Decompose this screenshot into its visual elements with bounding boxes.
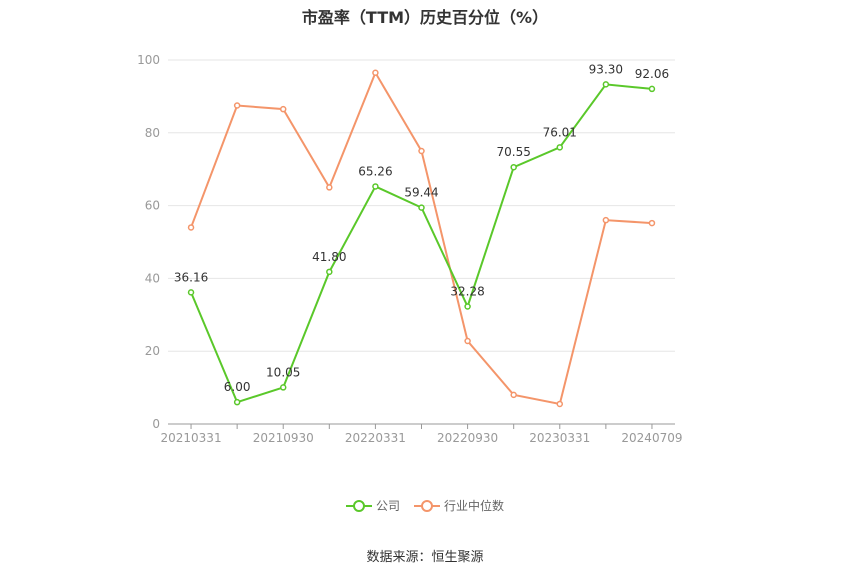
data-label: 36.16 [174,270,208,284]
data-point [372,183,379,190]
data-point [556,400,564,408]
series-line-0 [190,83,653,404]
data-point [510,391,517,399]
data-label: 65.26 [358,164,392,178]
data-point [233,398,241,406]
data-label: 6.00 [224,380,251,394]
data-label: 41.80 [312,250,346,264]
data-point [648,219,656,227]
legend-item-industry-median[interactable]: 行业中位数 [414,497,504,514]
data-label: 10.05 [266,365,300,379]
legend-line-marker-icon [345,499,372,512]
legend-label-company: 公司 [375,499,400,513]
data-label: 76.01 [543,125,577,139]
data-point [187,224,195,231]
data-point [510,163,517,171]
data-source: 数据来源：恒生聚源 [366,550,484,565]
data-point [602,81,610,88]
data-labels: 36.16 6.00 10.05 41.80 65.26 59.44 32.28 70.55 7… [174,62,669,394]
legend-item-company[interactable]: 公司 [345,497,400,514]
data-point [372,69,379,76]
data-point [326,268,333,276]
y-tick-label: 0 [152,417,160,431]
y-tick-label: 100 [137,53,160,67]
data-point [556,144,564,151]
data-label: 70.55 [497,145,531,159]
axes: 0 20 40 60 80 100 20210331 20210930 20220331 2022… [137,53,682,445]
legend: 公司 行业中位数 [0,497,850,514]
legend-line-marker-icon [414,499,440,512]
data-point [418,204,425,211]
data-label: 59.44 [404,186,438,200]
data-point [464,303,471,310]
data-label: 93.30 [589,62,623,76]
series-line-1 [190,70,653,406]
y-tick-label: 60 [145,199,160,213]
data-point [602,216,610,224]
y-tick-label: 20 [145,344,160,358]
data-label: 92.06 [635,67,669,81]
data-point [326,184,333,191]
y-tick-label: 40 [145,271,160,285]
data-label: 32.28 [450,285,484,299]
data-point [418,147,425,155]
legend-label-industry-median: 行业中位数 [444,499,505,513]
x-tick-label: 20210331 [161,431,222,445]
series-lines [187,69,656,408]
x-tick-label: 20210930 [253,431,314,445]
data-point [279,384,287,391]
x-tick-label: 20240709 [621,431,682,445]
data-point [187,289,195,296]
y-tick-label: 80 [145,126,160,140]
data-point [279,105,287,113]
x-tick-label: 20220930 [437,431,498,445]
data-point [648,85,656,93]
data-point [233,102,241,109]
x-tick-label: 20220331 [345,431,406,445]
x-tick-label: 20230331 [529,431,590,445]
chart-title: 市盈率（TTM）历史百分位（%） [301,8,549,27]
data-point [464,337,471,345]
